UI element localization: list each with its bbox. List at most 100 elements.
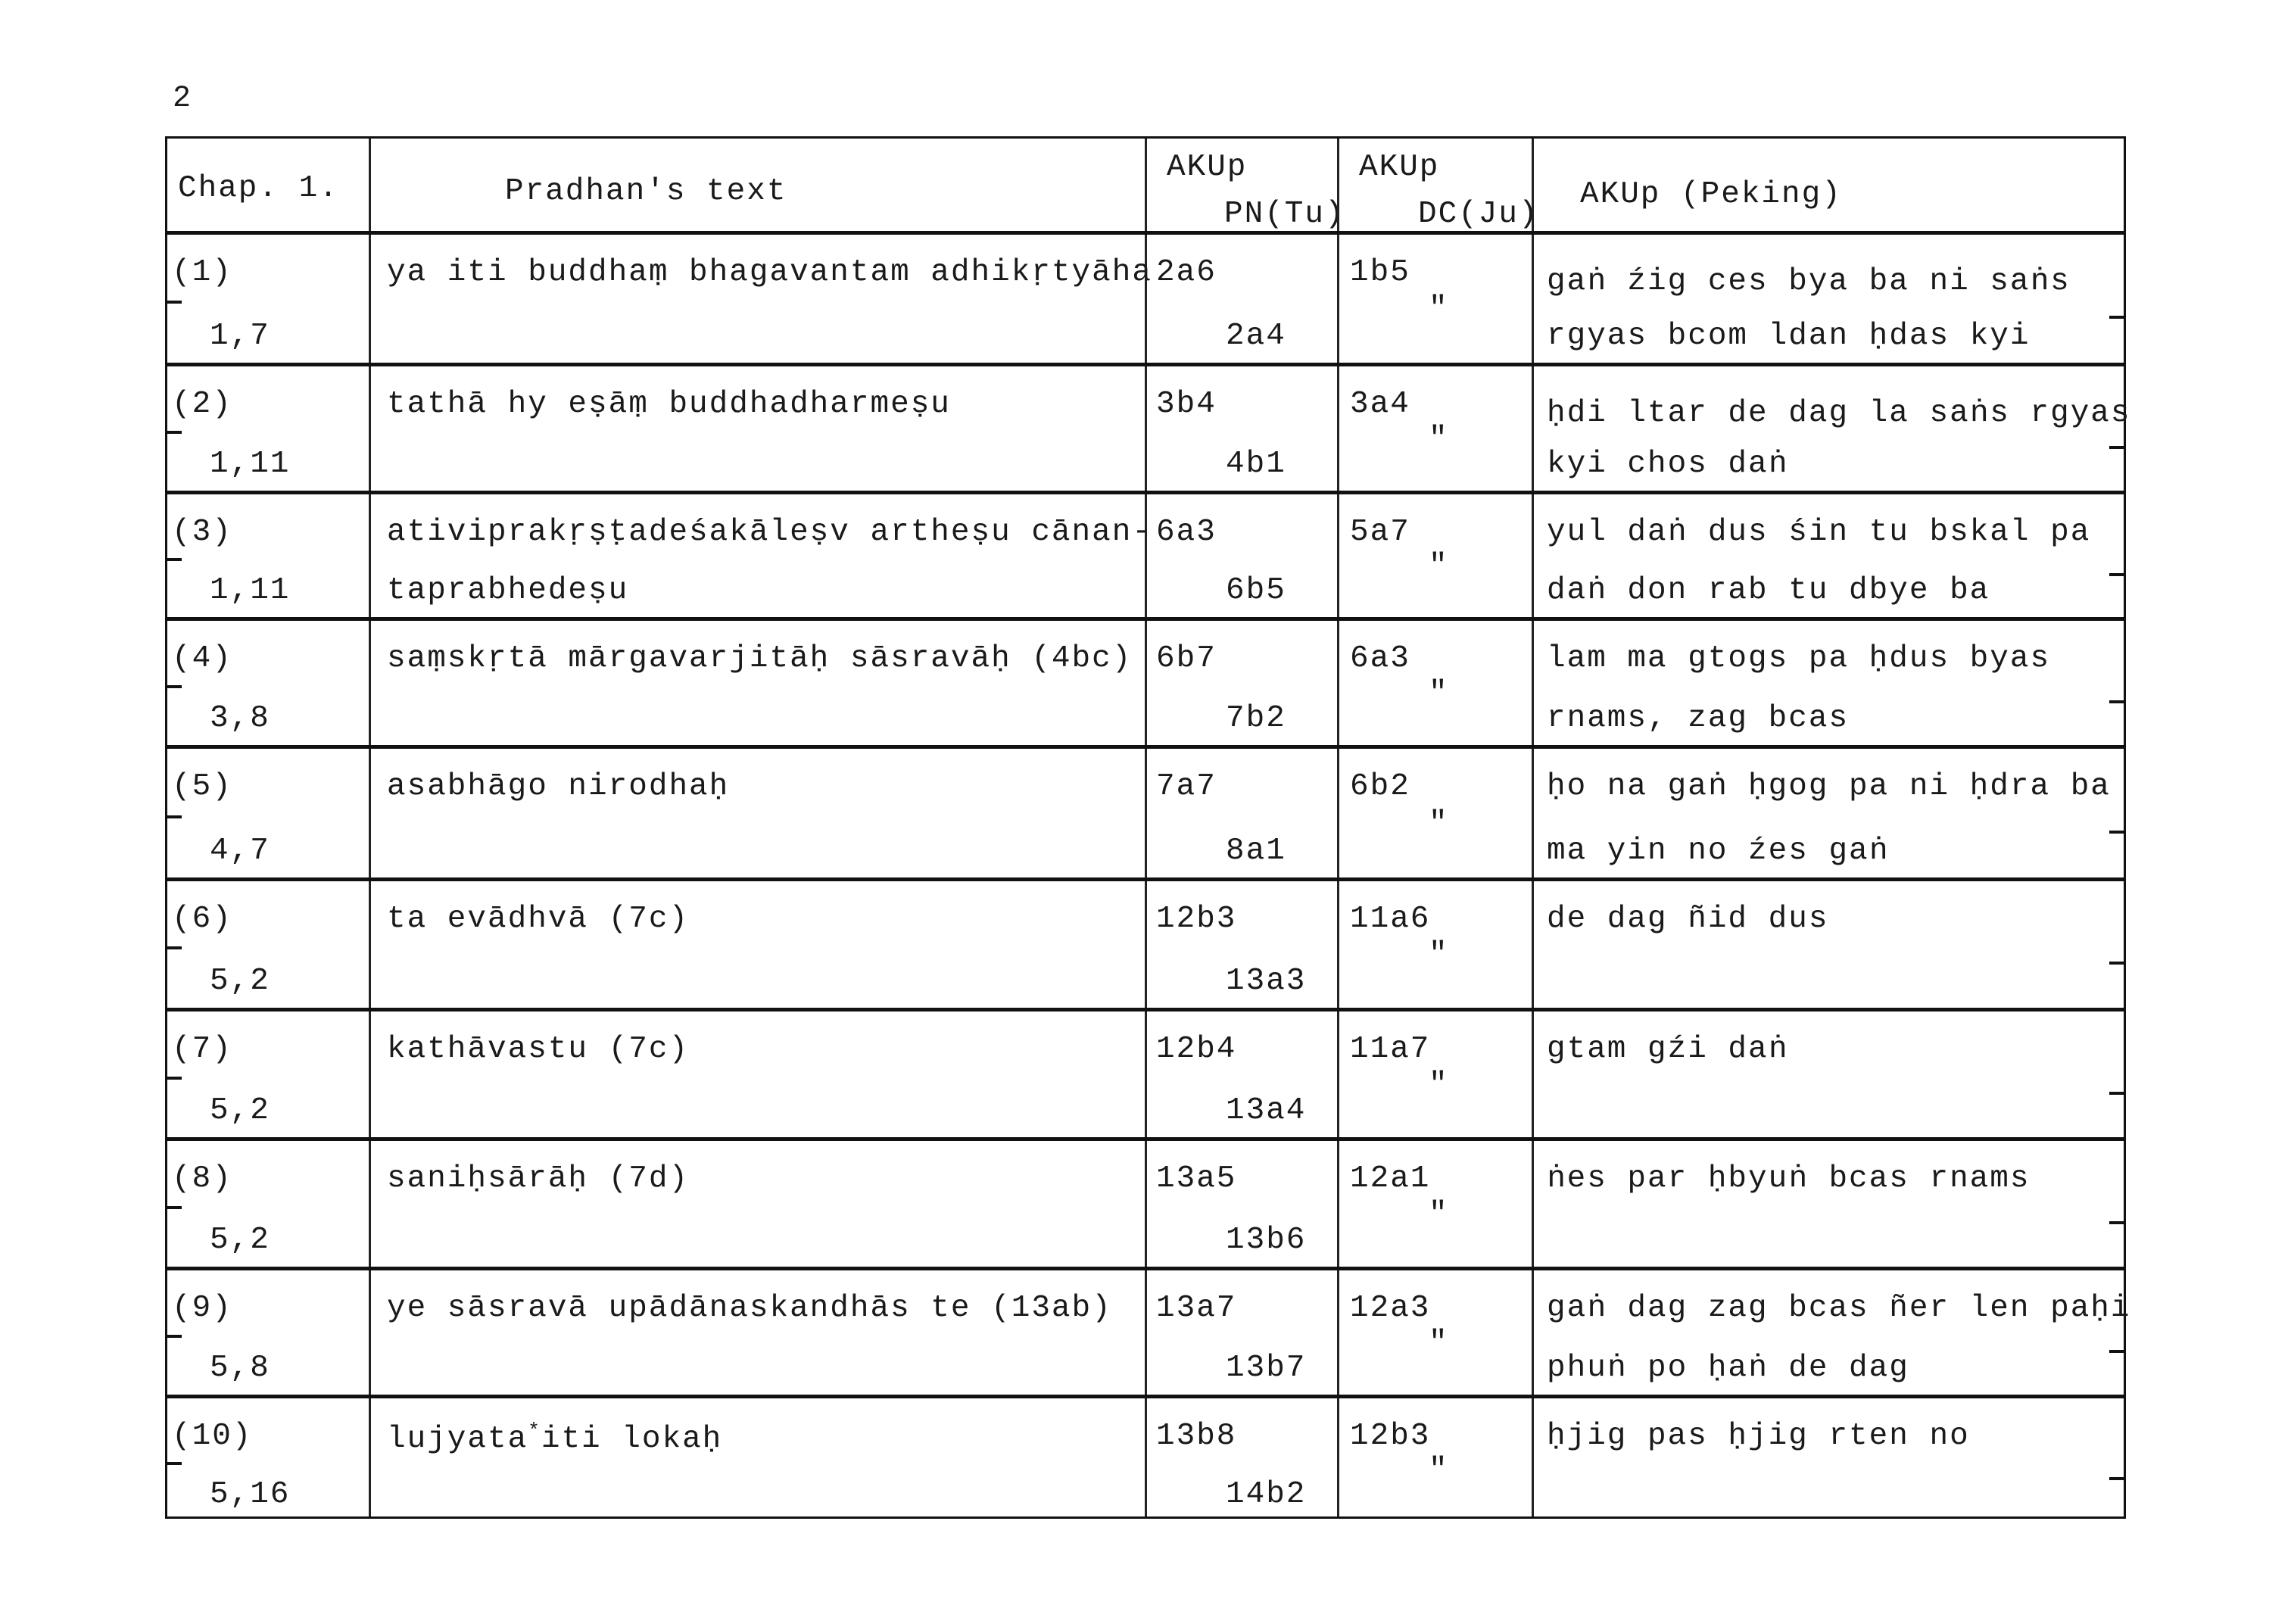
table-row: (5) 4,7 asabhāgo nirodhaḥ 7a7 8a1 6b2 ″ ḥo na g… <box>165 745 2126 877</box>
margin-tick-right <box>2109 445 2126 449</box>
margin-tick-left <box>165 1076 182 1080</box>
pn-ref-start: 2a6 <box>1156 255 1217 290</box>
dc-ref: 11a6 <box>1350 902 1431 937</box>
page-line-ref: 5,16 <box>210 1477 291 1512</box>
pradhan-text: lujyata*iti lokaḥ <box>387 1421 722 1455</box>
page-line-ref: 1,11 <box>210 447 291 482</box>
margin-tick-right <box>2109 316 2126 319</box>
dc-ref: 12a1 <box>1350 1161 1431 1196</box>
peking-line-2: rgyas bcom ldan ḥdas kyi <box>1547 319 2031 354</box>
margin-tick-left <box>165 1205 182 1209</box>
pn-ref-end: 14b2 <box>1226 1477 1307 1512</box>
peking-line-1: lam ma gtogs pa ḥdus byas <box>1547 641 2051 676</box>
table-row: (1) 1,7 ya iti buddhaṃ bhagavantam adhikṛt… <box>165 231 2126 363</box>
page-line-ref: 5,2 <box>210 964 270 999</box>
entry-number: (7) <box>172 1032 232 1067</box>
pradhan-text-part: lujyata <box>387 1422 528 1457</box>
header-dc-top: AKUp <box>1359 150 1440 185</box>
pradhan-text-line-1: ta evādhvā (7c) <box>387 902 690 937</box>
dc-ref: 12a3 <box>1350 1291 1431 1326</box>
margin-tick-left <box>165 1334 182 1338</box>
table-header: Chap. 1. Pradhan's text AKUp PN(Tu) AKUp… <box>167 139 2124 231</box>
table-row: (7) 5,2 kathāvastu (7c) 12b4 13a4 11a7 ″ gtam g… <box>165 1008 2126 1137</box>
pradhan-text-line-2: taprabhedeṣu <box>387 573 629 608</box>
peking-line-1: gaṅ źig ces bya ba ni saṅs <box>1547 264 2071 299</box>
margin-tick-left <box>165 301 182 304</box>
peking-line-2: rnams, zag bcas <box>1547 701 1850 736</box>
entry-number: (2) <box>172 387 232 422</box>
peking-line-1: ḥo na gaṅ ḥgog pa ni ḥdra ba <box>1547 769 2111 804</box>
pradhan-text-line-1: saniḥsārāḥ (7d) <box>387 1161 690 1196</box>
pn-ref-start: 13a5 <box>1156 1161 1237 1196</box>
pn-ref-end: 13a3 <box>1226 964 1307 999</box>
table-row: (4) 3,8 saṃskṛtā mārgavarjitāḥ sāsravāḥ (4… <box>165 617 2126 745</box>
peking-line-1: yul daṅ dus śin tu bskal pa <box>1547 515 2091 550</box>
margin-tick-left <box>165 1461 182 1465</box>
margin-tick-right <box>2109 572 2126 576</box>
header-dc-bottom: DC(Ju) <box>1418 197 1539 232</box>
page-line-ref: 5,2 <box>210 1223 270 1258</box>
page-line-ref: 1,11 <box>210 573 291 608</box>
header-chap: Chap. 1. <box>178 171 339 206</box>
dc-ref: 3a4 <box>1350 387 1410 422</box>
entry-number: (3) <box>172 515 232 550</box>
header-pradhan: Pradhan's text <box>505 174 787 209</box>
peking-line-1: gtam gźi daṅ <box>1547 1032 1789 1067</box>
dc-ref: 1b5 <box>1350 255 1410 290</box>
pn-ref-start: 13a7 <box>1156 1291 1237 1326</box>
pn-ref-end: 4b1 <box>1226 447 1286 482</box>
page-line-ref: 3,8 <box>210 701 270 736</box>
pn-ref-start: 7a7 <box>1156 769 1217 804</box>
pn-ref-end: 13a4 <box>1226 1093 1307 1128</box>
dc-ditto-mark: ″ <box>1429 675 1449 711</box>
margin-tick-left <box>165 684 182 688</box>
pradhan-text-part: iti lokaḥ <box>541 1422 723 1457</box>
entry-number: (8) <box>172 1161 232 1196</box>
pradhan-text-line-1: ye sāsravā upādānaskandhās te (13ab) <box>387 1291 1112 1326</box>
dc-ditto-mark: ″ <box>1429 421 1449 457</box>
pn-ref-start: 12b4 <box>1156 1032 1237 1067</box>
entry-number: (9) <box>172 1291 232 1326</box>
page-line-ref: 4,7 <box>210 834 270 868</box>
pn-ref-start: 6a3 <box>1156 515 1217 550</box>
pn-ref-end: 8a1 <box>1226 834 1286 868</box>
table-row: (9) 5,8 ye sāsravā upādānaskandhās te (13a… <box>165 1267 2130 1395</box>
page-line-ref: 5,8 <box>210 1351 270 1386</box>
dc-ref: 6a3 <box>1350 641 1410 676</box>
pradhan-text-line-1: saṃskṛtā mārgavarjitāḥ sāsravāḥ (4bc) <box>387 641 1133 676</box>
pradhan-text-line-1: kathāvastu (7c) <box>387 1032 690 1067</box>
page-line-ref: 5,2 <box>210 1093 270 1128</box>
header-peking: AKUp (Peking) <box>1580 177 1842 212</box>
margin-tick-right <box>2109 962 2126 965</box>
dc-ditto-mark: ″ <box>1429 1067 1449 1102</box>
margin-tick-left <box>165 946 182 949</box>
margin-tick-right <box>2109 830 2126 834</box>
dc-ditto-mark: ″ <box>1429 937 1449 972</box>
peking-line-1: ḥdi ltar de dag la saṅs rgyas <box>1547 396 2131 431</box>
margin-tick-right <box>2109 700 2126 703</box>
peking-line-1: de dag ñid dus <box>1547 902 1829 937</box>
margin-tick-left <box>165 815 182 818</box>
page-line-ref: 1,7 <box>210 319 270 354</box>
table-row: (3) 1,11 ativiprakṛṣṭadeśakāleṣv artheṣu c… <box>165 491 2126 617</box>
concordance-table: Chap. 1. Pradhan's text AKUp PN(Tu) AKUp… <box>165 136 2130 1521</box>
pn-ref-end: 13b6 <box>1226 1223 1307 1258</box>
entry-number: (10) <box>172 1419 253 1454</box>
pn-ref-end: 7b2 <box>1226 701 1286 736</box>
dc-ditto-mark: ″ <box>1429 1196 1449 1232</box>
peking-line-2: kyi chos daṅ <box>1547 447 1789 482</box>
asterisk-mark: * <box>528 1420 541 1442</box>
peking-line-1: gaṅ dag zag bcas ñer len paḥi <box>1547 1291 2131 1326</box>
entry-number: (5) <box>172 769 232 804</box>
page-number: 2 <box>173 82 192 116</box>
peking-line-2: phuṅ po ḥaṅ de dag <box>1547 1351 1909 1386</box>
dc-ditto-mark: ″ <box>1429 548 1449 584</box>
header-pn-top: AKUp <box>1167 150 1248 185</box>
entry-number: (1) <box>172 255 232 290</box>
table-row: (10) 5,16 lujyata*iti lokaḥ 13b8 14b2 12b3 ″ ḥj… <box>165 1395 2126 1521</box>
pn-ref-end: 13b7 <box>1226 1351 1307 1386</box>
margin-tick-right <box>2109 1220 2126 1224</box>
dc-ref: 12b3 <box>1350 1419 1431 1454</box>
pn-ref-end: 2a4 <box>1226 319 1286 354</box>
margin-tick-right <box>2109 1091 2126 1095</box>
